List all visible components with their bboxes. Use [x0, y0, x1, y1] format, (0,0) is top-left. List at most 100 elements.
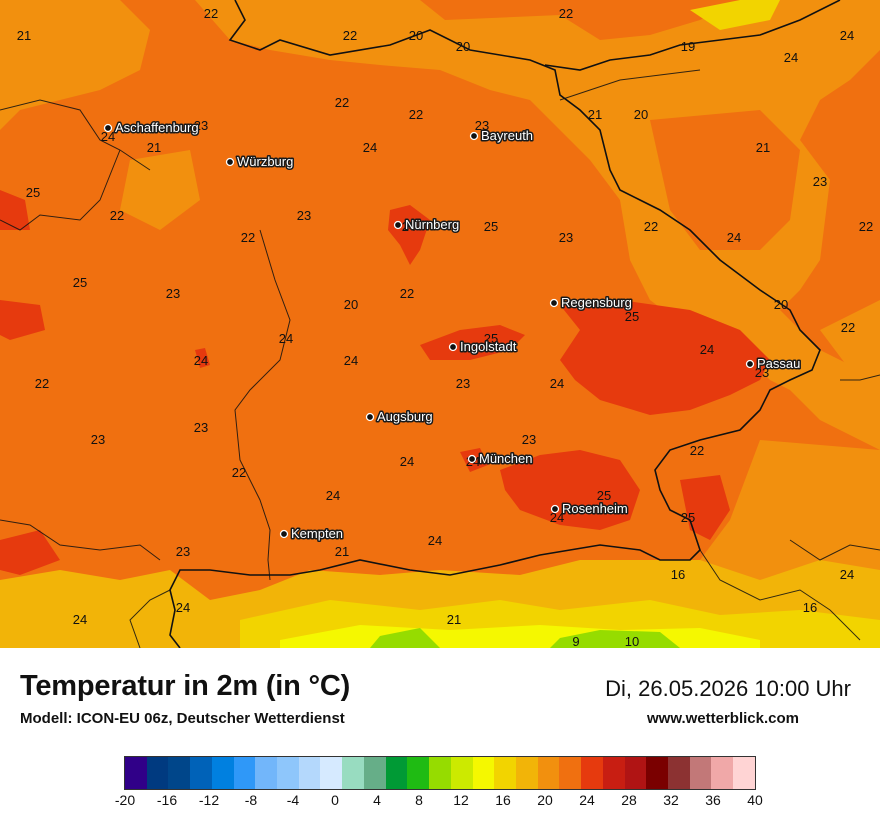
border-austria-east: [699, 549, 861, 641]
city-label: Bayreuth: [481, 128, 533, 143]
temperature-zone-20-east: [820, 300, 880, 380]
temperature-label: 23: [522, 432, 536, 447]
temperature-label: 22: [343, 28, 357, 43]
legend-ticks: -20 -16 -12 -8 -4 0 4 8 12 16 20 24 28 32 36 40: [115, 792, 763, 810]
city-dot: [103, 123, 113, 133]
legend-tick-label: 36: [705, 792, 721, 808]
city-dot: [279, 529, 289, 539]
legend-swatch: [559, 757, 582, 789]
temperature-label: 22: [335, 95, 349, 110]
city-marker: Regensburg: [549, 294, 633, 312]
legend-swatch: [363, 757, 386, 789]
temperature-zone-25-salzburg: [680, 475, 730, 540]
temperature-label: 23: [813, 174, 827, 189]
border-austria-passau: [840, 374, 880, 381]
legend-swatch: [624, 757, 647, 789]
temperature-label: 25: [681, 510, 695, 525]
city-marker: Bayreuth: [469, 127, 535, 145]
legend-swatch: [515, 757, 538, 789]
city-marker: Rosenheim: [550, 500, 629, 518]
city-label: Augsburg: [377, 409, 433, 424]
temperature-zone-20-22-northwest: [0, 0, 150, 130]
legend-swatch: [689, 757, 712, 789]
legend-tick-label: 4: [373, 792, 381, 808]
legend-swatch: [407, 757, 430, 789]
temperature-label: 9: [572, 634, 579, 648]
temperature-zone-25-small: [195, 348, 210, 368]
temperature-label: 24: [700, 342, 714, 357]
legend-swatch: [581, 757, 603, 789]
valid-datetime: Di, 26.05.2026 10:00 Uhr: [605, 676, 851, 701]
temperature-zone-25-rosenheim: [500, 450, 640, 530]
border-saxony: [559, 69, 701, 101]
temperature-label: 22: [690, 443, 704, 458]
temperature-label: 22: [110, 208, 124, 223]
temperature-label: 25: [597, 488, 611, 503]
city-marker: Kempten: [279, 525, 345, 543]
legend-swatch: [667, 757, 690, 789]
city-dot: [365, 412, 375, 422]
temperature-label: 22: [644, 219, 658, 234]
temperature-labels: 22 22 21 22 20 20 19 24 24 22 22 23 21 20 24 24 23 25 21 22…: [17, 6, 873, 648]
legend-swatch: [602, 757, 625, 789]
legend-swatch: [711, 757, 734, 789]
border-austria-north: [789, 539, 880, 561]
city-marker: Augsburg: [365, 408, 434, 426]
legend-swatch: [429, 757, 451, 789]
state-borders: [169, 0, 841, 648]
temperature-label: 23: [176, 544, 190, 559]
legend-tick-label: 8: [415, 792, 423, 808]
legend-swatch: [211, 757, 234, 789]
color-legend: -20 -16 -12 -8 -4 0 4 8 12 16 20 24 28 32 36 40: [115, 756, 763, 808]
city-marker: Passau: [745, 355, 802, 373]
temperature-zone-25-lake: [0, 530, 60, 575]
temperature-label: 24: [101, 129, 115, 144]
legend-swatch: [190, 757, 212, 789]
temperature-label: 25: [73, 275, 87, 290]
district-borders: [0, 69, 880, 648]
city-marker: Aschaffenburg: [103, 119, 200, 137]
temperature-label: 22: [409, 107, 423, 122]
temperature-label: 23: [91, 432, 105, 447]
city-dot: [393, 220, 403, 230]
temperature-label: 25: [26, 185, 40, 200]
temperature-label: 23: [559, 230, 573, 245]
temperature-label: 24: [784, 50, 798, 65]
website-link[interactable]: www.wetterblick.com: [647, 710, 799, 727]
temperature-label: 25: [625, 309, 639, 324]
legend-swatch: [233, 757, 256, 789]
temperature-label: 23: [456, 376, 470, 391]
legend-swatch: [646, 757, 668, 789]
temperature-label: 21: [335, 544, 349, 559]
legend-tick-label: -4: [286, 792, 300, 808]
legend-swatch: [733, 757, 755, 789]
temperature-label: 21: [756, 140, 770, 155]
temperature-zone-25-ingolstadt: [420, 325, 525, 360]
legend-swatch: [298, 757, 321, 789]
temperature-zone-25-nuernberg: [388, 205, 430, 265]
temperature-zone-25-danube: [560, 300, 770, 415]
temperature-label: 23: [755, 365, 769, 380]
temperature-label: 21: [588, 107, 602, 122]
legend-tick-label: -16: [156, 792, 178, 808]
city-dot: [469, 131, 479, 141]
border-bw-north: [0, 149, 121, 231]
temperature-label: 24: [402, 219, 416, 234]
temperature-label: 21: [17, 28, 31, 43]
city-label: Ingolstadt: [460, 339, 517, 354]
temperature-label: 24: [363, 140, 377, 155]
temperature-zone-20-22-spessart: [120, 150, 200, 230]
temperature-zone-14-alps: [280, 625, 760, 648]
city-marker: Nürnberg: [393, 216, 461, 234]
legend-swatch: [537, 757, 560, 789]
temperature-label: 24: [344, 353, 358, 368]
temperature-label: 22: [559, 6, 573, 21]
city-marker: Ingolstadt: [448, 338, 518, 356]
footer: Temperatur in 2m (in °C) Modell: ICON-EU…: [0, 648, 880, 830]
city-dot: [225, 157, 235, 167]
temperature-label: 23: [475, 118, 489, 133]
temperature-label: 20: [344, 297, 358, 312]
temperature-label: 24: [400, 454, 414, 469]
legend-tick-label: 28: [621, 792, 637, 808]
temperature-label: 22: [859, 219, 873, 234]
